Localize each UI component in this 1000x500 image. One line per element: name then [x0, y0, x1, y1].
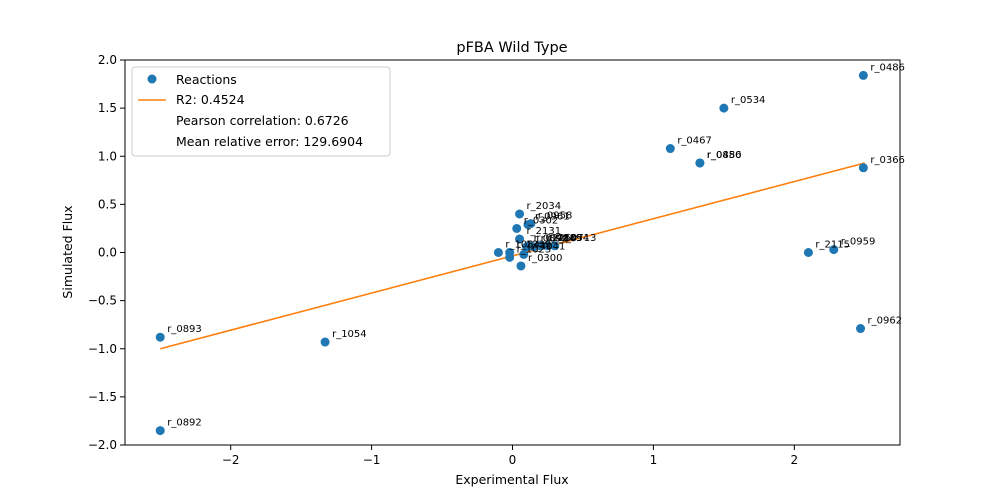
point-label: r_0962	[868, 316, 903, 327]
data-point	[719, 103, 729, 113]
y-tick-label: 1.0	[98, 149, 117, 163]
legend-point-marker	[147, 74, 157, 84]
x-tick-label: −1	[363, 453, 381, 467]
point-label: r_0300	[528, 253, 563, 264]
y-axis: −2.0 −1.5 −1.0 −0.5 0.0 0.5 1.0 1.5 2.0	[88, 53, 125, 452]
x-tick-label: 1	[650, 453, 658, 467]
data-point	[803, 248, 813, 257]
x-axis: −2 −1 0 1 2	[222, 445, 798, 467]
data-point	[523, 220, 533, 230]
point-label: r_0961	[535, 212, 570, 223]
y-tick-label: 0.5	[98, 197, 117, 211]
point-label: r_1054	[555, 233, 590, 244]
point-label: r_0366	[870, 155, 905, 166]
y-tick-label: −1.0	[88, 342, 117, 356]
data-point	[505, 252, 515, 262]
chart-title: pFBA Wild Type	[456, 40, 567, 56]
data-point	[519, 249, 529, 259]
data-point	[858, 70, 868, 80]
data-point	[695, 158, 705, 168]
data-point	[858, 163, 868, 173]
point-label: r_0713	[562, 233, 597, 244]
data-point	[856, 324, 866, 334]
point-label: r_0893	[167, 324, 202, 335]
x-tick-label: −2	[222, 453, 240, 467]
point-label: r_0892	[534, 234, 569, 245]
data-point	[536, 241, 546, 251]
data-point	[665, 144, 675, 154]
data-point	[524, 241, 534, 251]
legend-entry-pearson: Pearson correlation: 0.6726	[176, 113, 349, 128]
point-label: r_0467	[677, 136, 712, 147]
legend-entry-mre: Mean relative error: 129.6904	[176, 134, 363, 149]
data-point	[155, 426, 165, 436]
point-label: r_0450	[707, 150, 742, 161]
data-point	[320, 337, 330, 347]
data-point	[493, 248, 503, 257]
y-tick-label: 0.0	[98, 246, 117, 260]
point-label: r_0534	[731, 95, 766, 106]
point-label: r_0226	[536, 233, 571, 244]
point-label: r_2034	[527, 201, 562, 212]
data-point	[515, 234, 525, 244]
data-point	[543, 241, 553, 251]
point-label: r_0302	[524, 215, 559, 226]
data-point	[829, 245, 839, 255]
legend-entry-r2: R2: 0.4524	[176, 92, 245, 107]
legend-entry-reactions: Reactions	[176, 72, 237, 87]
data-point	[550, 241, 560, 251]
data-point	[512, 223, 522, 233]
point-label: r_2131	[527, 226, 562, 237]
legend-box	[131, 66, 391, 157]
y-tick-label: −1.5	[88, 390, 117, 404]
y-tick-label: 1.5	[98, 101, 117, 115]
x-tick-label: 0	[509, 453, 517, 467]
point-label: r_1084	[505, 240, 540, 251]
point-label: r_0958	[538, 211, 573, 222]
point-label: r_1023	[517, 244, 552, 255]
point-label: r_4041	[531, 241, 566, 252]
point-label: r_0959	[841, 237, 876, 248]
y-tick-label: −2.0	[88, 438, 117, 452]
data-point	[515, 209, 525, 219]
y-tick-label: 2.0	[98, 53, 117, 67]
point-label: r_0886	[707, 150, 742, 161]
point-label: r_0486	[870, 62, 905, 73]
point-label: r_2115	[815, 240, 850, 251]
data-point	[516, 261, 526, 271]
legend: Reactions R2: 0.4524 Pearson correlation…	[131, 66, 391, 157]
x-axis-label: Experimental Flux	[455, 472, 568, 487]
x-tick-label: 2	[790, 453, 798, 467]
point-label: r_1054	[332, 329, 367, 340]
point-label: r_0889	[548, 233, 583, 244]
y-tick-label: −0.5	[88, 294, 117, 308]
data-point	[155, 332, 165, 342]
y-axis-label: Simulated Flux	[60, 205, 75, 298]
point-label: r_0714	[541, 234, 576, 245]
point-label: r_0892	[167, 418, 202, 429]
point-label: r_1239	[517, 240, 552, 251]
